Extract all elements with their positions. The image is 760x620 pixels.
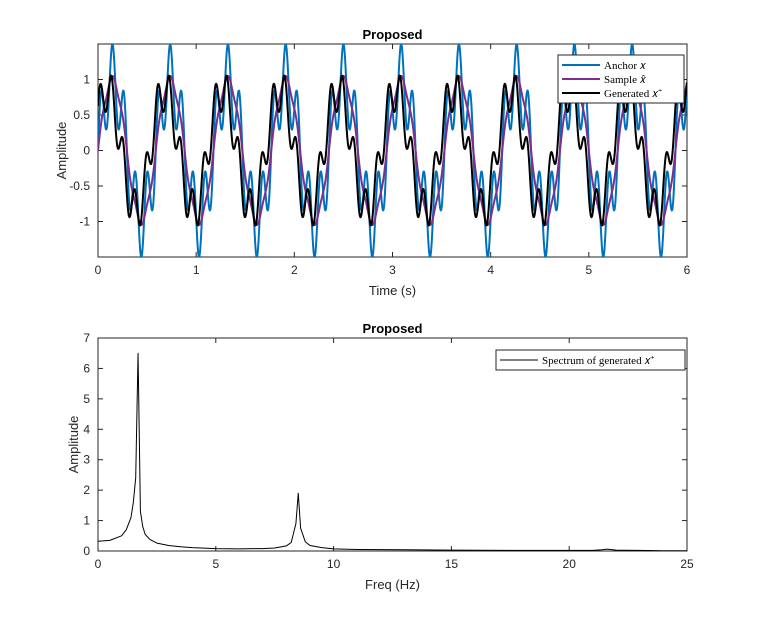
y-tick-label: 2 — [83, 483, 90, 497]
y-tick-label: -1 — [79, 215, 90, 229]
y-tick-label: 1 — [83, 73, 90, 87]
spectrum-plot: Proposed Freq (Hz) Amplitude 0 5 10 15 20 250… — [66, 321, 694, 592]
spectrum-plot-y-axis-label: Amplitude — [66, 416, 81, 474]
y-tick-label: 4 — [83, 422, 90, 436]
x-tick-label: 10 — [327, 557, 341, 571]
legend-label: Spectrum of generated 𝑥⁺ — [542, 355, 654, 367]
x-tick-label: 3 — [389, 263, 396, 277]
y-tick-label: 0 — [83, 144, 90, 158]
series-line-0 — [98, 352, 687, 551]
x-tick-label: 20 — [563, 557, 577, 571]
spectrum-plot-box — [97, 337, 688, 552]
time-plot-y-axis-label: Amplitude — [54, 122, 69, 180]
y-tick-label: 5 — [83, 392, 90, 406]
y-tick-label: 7 — [83, 331, 90, 345]
y-tick-label: 0.5 — [73, 108, 90, 122]
x-tick-label: 5 — [212, 557, 219, 571]
x-tick-label: 1 — [193, 263, 200, 277]
legend-box — [557, 54, 685, 104]
y-tick-label: 0 — [83, 544, 90, 558]
y-tick-label: 3 — [83, 453, 90, 467]
spectrum-plot-title: Proposed — [363, 321, 423, 336]
legend-label: Anchor 𝑥 — [604, 60, 647, 72]
time-plot-ticks: 0 1 2 3 4 5 6 -1 -0.5 0 0.5 1 — [69, 44, 691, 277]
time-plot: Proposed Time (s) Amplitude 0 1 2 3 4 5 6 -1 -0.… — [54, 27, 691, 298]
legend-label: Sample 𝑥̂ — [604, 74, 647, 86]
x-tick-label: 15 — [445, 557, 459, 571]
time-plot-x-axis-label: Time (s) — [369, 283, 416, 298]
time-plot-title: Proposed — [363, 27, 423, 42]
legend-label: Generated 𝑥⁺ — [604, 88, 662, 100]
legend-box — [495, 349, 686, 371]
spectrum-plot-legend: Spectrum of generated 𝑥⁺ — [495, 349, 686, 371]
x-tick-label: 0 — [95, 263, 102, 277]
time-plot-series — [98, 44, 687, 257]
y-tick-label: -0.5 — [69, 179, 90, 193]
y-tick-label: 6 — [83, 361, 90, 375]
time-plot-legend: Anchor 𝑥 Sample 𝑥̂ Generated 𝑥⁺ — [557, 54, 685, 104]
x-tick-label: 5 — [585, 263, 592, 277]
x-tick-label: 25 — [680, 557, 694, 571]
x-tick-label: 4 — [487, 263, 494, 277]
series-line-2 — [98, 74, 687, 227]
spectrum-plot-x-axis-label: Freq (Hz) — [365, 577, 420, 592]
x-tick-label: 2 — [291, 263, 298, 277]
spectrum-plot-series — [98, 352, 687, 551]
x-tick-label: 0 — [95, 557, 102, 571]
spectrum-plot-ticks: 0 5 10 15 20 25 0 1 2 3 4 5 6 7 — [83, 331, 694, 571]
x-tick-label: 6 — [684, 263, 691, 277]
y-tick-label: 1 — [83, 514, 90, 528]
